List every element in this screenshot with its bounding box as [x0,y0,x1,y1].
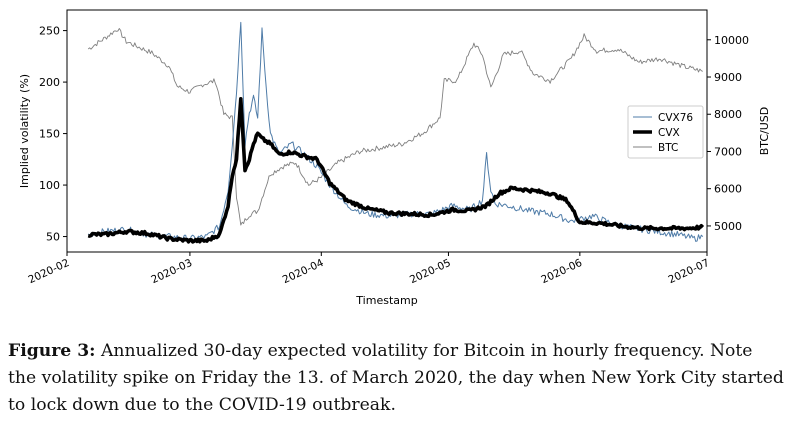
series-line-cvx [87,97,705,244]
x-tick-label: 2020-06 [539,257,584,287]
x-tick-label: 2020-04 [281,257,326,287]
caption-label: Figure 3: [8,341,96,361]
x-tick-label: 2020-07 [666,257,711,286]
legend-label-cvx76: CVX76 [658,112,693,124]
right-y-tick-label: 5000 [714,220,742,233]
legend-label-btc: BTC [658,142,678,154]
right-y-tick-label: 8000 [714,108,742,121]
legend-label-cvx: CVX [658,127,680,139]
x-axis-label: Timestamp [355,294,417,307]
right-y-tick-label: 6000 [714,183,742,196]
left-y-tick-label: 200 [39,76,60,89]
left-y-tick-label: 150 [39,128,60,141]
volatility-chart: 2020-02 2020-03 2020-04 2020-05 2020-06 2020-… [18,9,771,307]
caption-text: Annualized 30-day expected volatility fo… [8,341,784,415]
right-y-tick-label: 10000 [714,34,749,47]
x-tick-label: 2020-03 [149,257,194,286]
figure-caption: Figure 3: Annualized 30-day expected vol… [8,338,784,419]
series-line-btc [87,28,703,226]
legend-box [627,105,704,159]
left-y-tick-label: 100 [39,179,60,192]
legend: CVX76 CVX BTC [627,105,704,159]
right-y-axis-label: BTC/USD [758,107,771,156]
left-y-tick-label: 50 [46,231,60,244]
right-y-tick-label: 9000 [714,71,742,84]
left-y-axis-label: Implied volatility (%) [18,74,31,188]
x-tick-label: 2020-02 [26,257,71,286]
plot-series-layer [87,21,705,244]
left-y-tick-label: 250 [39,25,60,38]
series-line-cvx76 [87,21,704,243]
plot-frame [66,9,708,253]
right-y-tick-label: 7000 [714,145,742,158]
x-tick-label: 2020-05 [408,257,453,286]
